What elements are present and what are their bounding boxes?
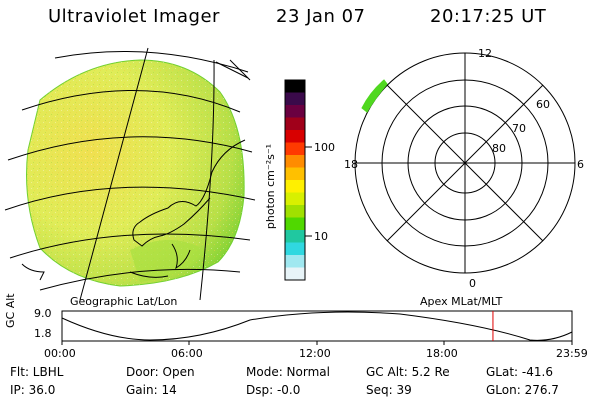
time-label: 20:17:25 UT [430,6,547,27]
xtick-0000: 00:00 [44,347,76,360]
mlt-0-label: 0 [469,277,476,290]
colorbar-segment [285,105,305,118]
altitude-ymax: 9.0 [34,307,52,320]
glon-info: GLon: 276.7 [486,383,559,397]
lat-70-label: 70 [512,122,526,135]
apex-caption: Apex MLat/MLT [420,295,503,308]
colorbar-segment [285,230,305,243]
altitude-curve [61,311,573,341]
date-label: 23 Jan 07 [276,6,366,27]
altitude-ymin: 1.8 [34,327,52,340]
colorbar-segment [285,117,305,131]
colorbar [285,80,305,281]
gain-info: Gain: 14 [126,383,177,397]
mlt-6-label: 6 [577,158,584,171]
colorbar-segment [285,242,305,256]
xtick-1200: 12:00 [299,347,331,360]
altitude-plot [61,310,573,345]
xtick-0600: 06:00 [171,347,203,360]
lat-60-label: 60 [536,98,550,111]
xtick-2359: 23:59 [556,347,588,360]
geographic-caption: Geographic Lat/Lon [70,295,178,308]
colorbar-segment [285,167,305,181]
colorbar-segment [285,80,305,93]
colorbar-segment [285,217,305,231]
colorbar-tick-10: 10 [314,230,328,243]
colorbar-segment [285,267,305,281]
latlon-grid [4,47,256,301]
colorbar-segment [285,92,305,106]
altitude-ylabel: GC Alt [4,293,17,328]
colorbar-segment [285,255,305,268]
dsp-info: Dsp: -0.0 [246,383,301,397]
colorbar-segment [285,192,305,206]
seq-info: Seq: 39 [366,383,412,397]
mlt-12-label: 12 [478,47,492,60]
coastline [21,139,246,281]
colorbar-unit-label: photon cm⁻²s⁻¹ [264,143,278,230]
glat-info: GLat: -41.6 [486,365,553,379]
instrument-title: Ultraviolet Imager [48,6,220,27]
gc-alt-info: GC Alt: 5.2 Re [366,365,450,379]
lat-80-label: 80 [492,142,506,155]
mode-info: Mode: Normal [246,365,330,379]
mlt-18-label: 18 [344,158,358,171]
colorbar-segment [285,155,305,168]
colorbar-segment [285,205,305,218]
door-info: Door: Open [126,365,195,379]
colorbar-segment [285,142,305,156]
ip-info: IP: 36.0 [10,383,56,397]
colorbar-segment [285,180,305,193]
polar-plot [354,52,576,274]
aurora-patch [361,79,388,113]
filter-info: Flt: LBHL [10,365,64,379]
colorbar-tick-100: 100 [314,141,335,154]
xtick-1800: 18:00 [426,347,458,360]
colorbar-segment [285,130,305,143]
geographic-map [4,47,256,301]
